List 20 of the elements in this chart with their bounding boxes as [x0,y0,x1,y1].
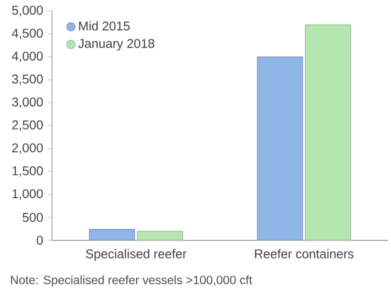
x-tick-label: Specialised reefer [86,249,186,261]
x-tick-label: Reefer containers [255,249,354,258]
y-tick-label: 4,000 [12,52,43,62]
y-tick-label: 4,500 [12,28,43,40]
y-tick-label: 3,000 [12,97,43,108]
y-tick-label: 2,000 [12,143,43,154]
y-tick-label: 1,500 [12,166,43,177]
bar [257,56,303,240]
legend-label: January 2018 [78,39,154,51]
y-tick-label: 0 [36,236,43,245]
y-tick-label: 1,000 [12,189,43,200]
bar [89,229,135,240]
text: Note: Specialised reefer vessels >100,000 cft [11,275,252,287]
y-tick-label: 500 [22,212,43,222]
y-tick-label: 5,000 [12,6,43,16]
bar [305,24,351,240]
y-tick-label: 3,500 [12,74,43,86]
y-tick-label: 2,500 [12,120,43,131]
bar [137,230,183,240]
legend-label: Mid 2015 [79,21,130,30]
